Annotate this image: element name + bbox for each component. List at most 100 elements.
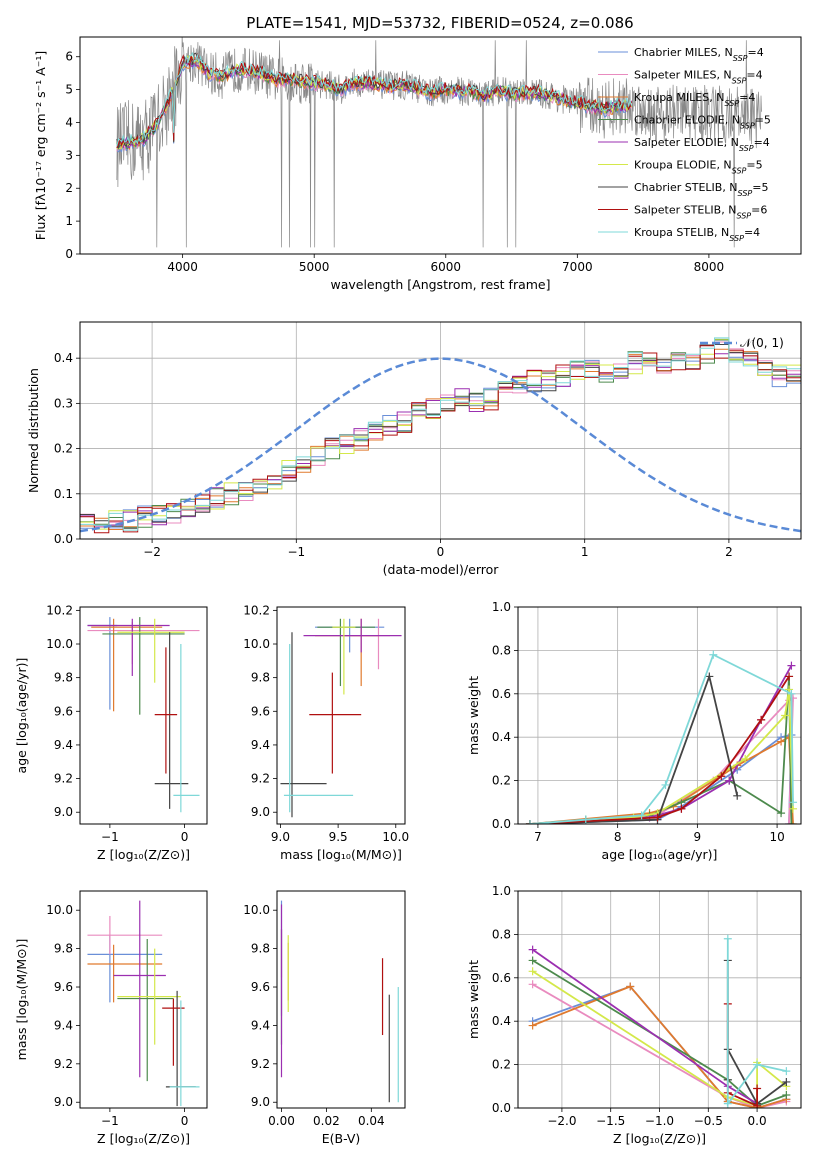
weight-point (661, 780, 670, 789)
legend-eq: = (751, 204, 760, 217)
legend-n-value: 4 (757, 46, 764, 59)
legend-n-value: 4 (748, 91, 755, 104)
chart-age-vs-mass: 9.0 9.5 10.0 9.0 9.2 9.4 9.6 9.8 10.0 10.2 mass [l… (243, 603, 409, 862)
y-tick-label: 0.0 (492, 817, 511, 831)
y-tick-label: 0.4 (492, 1014, 511, 1028)
histogram-step (80, 337, 801, 531)
x-axis-label: (data-model)/error (383, 562, 500, 577)
y-axis-label: Flux [fλ10⁻¹⁷ erg cm⁻² s⁻¹ A⁻¹] (33, 51, 48, 240)
weight-point (789, 798, 798, 807)
weight-point (741, 754, 750, 763)
weight-point (782, 1077, 791, 1086)
y-tick-label: 0.3 (54, 396, 73, 410)
legend-eq: = (755, 114, 764, 127)
weight-point (705, 672, 714, 681)
y-tick-label: 10.2 (243, 603, 270, 617)
y-tick-label: 9.6 (251, 980, 270, 994)
x-tick-label: −2.0 (547, 1114, 576, 1128)
legend-label: Kroupa STELIB, NSSP=4 (634, 226, 760, 243)
model-line (116, 54, 632, 150)
y-tick-label: 9.0 (54, 1095, 73, 1109)
weight-point (785, 820, 794, 824)
y-tick-label: 9.4 (54, 738, 73, 752)
legend-n-sub: SSP (738, 189, 753, 198)
legend-eq: = (747, 46, 756, 59)
legend-eq: = (739, 91, 748, 104)
normal-curve (80, 357, 801, 533)
x-tick-label: 0.00 (268, 1114, 295, 1128)
legend-n-value: 4 (763, 136, 770, 149)
weight-point (787, 689, 796, 698)
weight-point (723, 1099, 732, 1108)
weight-point (528, 945, 537, 954)
x-tick-label: −1.5 (596, 1114, 625, 1128)
x-tick-label: 4000 (167, 260, 198, 274)
legend: Chabrier MILES, NSSP=4 Salpeter MILES, NS… (598, 46, 771, 243)
chart-residuals: −2 −1 0 1 2 0.0 0.1 0.2 0.3 0.4 (data-model)/error… (26, 321, 802, 577)
y-tick-label: 1.0 (492, 600, 511, 614)
weight-point (677, 804, 686, 813)
y-tick-label: 0.2 (492, 774, 511, 788)
y-axis-label: mass [log₁₀(M/M⊙)] (14, 939, 29, 1061)
y-tick-label: 0.0 (492, 1101, 511, 1115)
histogram-step (80, 339, 801, 529)
weight-point (717, 772, 726, 781)
x-tick-label: 7 (534, 830, 542, 844)
x-axis-label: Z [log₁₀(Z/Z⊙)] (613, 1131, 706, 1146)
legend-label: Chabrier STELIB, NSSP=5 (634, 181, 768, 198)
weight-point (626, 982, 635, 991)
model-line (116, 57, 632, 149)
weight-point (637, 811, 646, 820)
weight-point (781, 711, 790, 720)
legend-eq: = (746, 159, 755, 172)
weight-point (723, 934, 732, 943)
y-tick-label: 9.8 (251, 942, 270, 956)
weight-point (528, 980, 537, 989)
y-tick-label: 1 (65, 214, 73, 228)
weight-series-line (532, 959, 787, 1107)
legend-model: Chabrier STELIB (634, 181, 722, 194)
legend-n-value: 5 (761, 181, 768, 194)
model-line (116, 52, 632, 149)
axes-frame (517, 890, 802, 1109)
y-tick-label: 0.6 (492, 687, 511, 701)
weight-point (782, 1067, 791, 1076)
y-tick-label: 10.0 (243, 903, 270, 917)
legend-label: 𝒩(0, 1) (740, 336, 784, 350)
legend-n-sub: SSP (739, 144, 754, 153)
legend-model: Kroupa ELODIE (634, 159, 716, 172)
legend-n-sub: SSP (732, 76, 747, 85)
legend-n-prefix: , N (724, 136, 739, 149)
y-tick-label: 4 (65, 115, 73, 129)
weight-series-line (529, 665, 793, 824)
model-line (116, 58, 632, 153)
weight-point (777, 737, 786, 746)
y-tick-label: 0.4 (492, 730, 511, 744)
legend-eq: = (752, 181, 761, 194)
y-tick-label: 9.6 (251, 704, 270, 718)
y-tick-label: 6 (65, 50, 73, 64)
weight-series-line (529, 675, 790, 824)
axes-frame (79, 606, 208, 825)
weight-point (777, 809, 786, 818)
weight-point (709, 650, 718, 659)
legend-n-value: 5 (756, 159, 763, 172)
legend-label: Chabrier MILES, NSSP=4 (634, 46, 764, 63)
weight-series-line (726, 1003, 758, 1108)
legend-eq: = (754, 136, 763, 149)
y-tick-label: 9.0 (251, 805, 270, 819)
weight-point (785, 672, 794, 681)
x-tick-label: −1 (101, 830, 119, 844)
model-line (116, 51, 632, 147)
legend-label: Kroupa ELODIE, NSSP=5 (634, 159, 763, 176)
x-tick-label: −1.0 (645, 1114, 674, 1128)
x-tick-label: −0.5 (694, 1114, 723, 1128)
plot-area-mass-weight-vs-age (518, 607, 801, 824)
y-tick-label: 5 (65, 83, 73, 97)
x-axis-label: age [log₁₀(age/yr)] (602, 847, 718, 862)
y-tick-label: 9.8 (251, 671, 270, 685)
legend-label: Salpeter ELODIE, NSSP=4 (634, 136, 770, 153)
weight-point (753, 1060, 762, 1069)
legend-label: Salpeter MILES, NSSP=4 (634, 69, 763, 86)
